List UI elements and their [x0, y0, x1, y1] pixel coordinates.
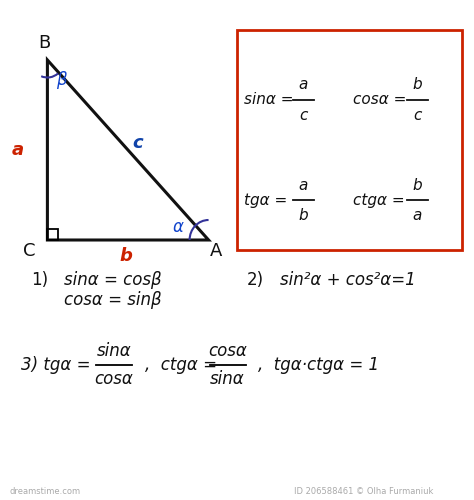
Text: 3) tgα =: 3) tgα =: [21, 356, 91, 374]
Text: cosα: cosα: [94, 370, 133, 388]
Text: sinα = cosβ: sinα = cosβ: [64, 271, 162, 289]
Text: B: B: [38, 34, 51, 52]
Text: b: b: [299, 208, 308, 222]
Text: A: A: [210, 242, 222, 260]
Text: 1): 1): [31, 271, 48, 289]
Text: b: b: [119, 247, 132, 265]
Text: cosα = sinβ: cosα = sinβ: [64, 291, 162, 309]
Text: b: b: [412, 78, 422, 92]
Text: a: a: [12, 141, 24, 159]
Text: ID 206588461 © Olha Furmaniuk: ID 206588461 © Olha Furmaniuk: [294, 486, 433, 496]
Text: b: b: [412, 178, 422, 192]
Text: c: c: [299, 108, 308, 122]
Text: β: β: [56, 71, 67, 89]
Text: sinα =: sinα =: [244, 92, 293, 108]
Bar: [47, 229, 58, 240]
Text: dreamstime.com: dreamstime.com: [9, 486, 81, 496]
Text: a: a: [299, 78, 308, 92]
Text: α: α: [172, 218, 183, 236]
Text: ,  tgα·ctgα = 1: , tgα·ctgα = 1: [258, 356, 380, 374]
Text: c: c: [132, 134, 143, 152]
Text: cosα =: cosα =: [353, 92, 407, 108]
Text: cosα: cosα: [208, 342, 247, 360]
Text: C: C: [23, 242, 36, 260]
Text: sin²α + cos²α=1: sin²α + cos²α=1: [280, 271, 415, 289]
Text: 2): 2): [246, 271, 264, 289]
Bar: [237, 30, 462, 250]
Text: a: a: [299, 178, 308, 192]
Text: sinα: sinα: [96, 342, 131, 360]
Text: sinα: sinα: [210, 370, 245, 388]
Text: a: a: [412, 208, 422, 222]
Text: ctgα =: ctgα =: [353, 192, 405, 208]
Text: tgα =: tgα =: [244, 192, 287, 208]
Text: ,  ctgα =: , ctgα =: [145, 356, 217, 374]
Text: c: c: [413, 108, 421, 122]
